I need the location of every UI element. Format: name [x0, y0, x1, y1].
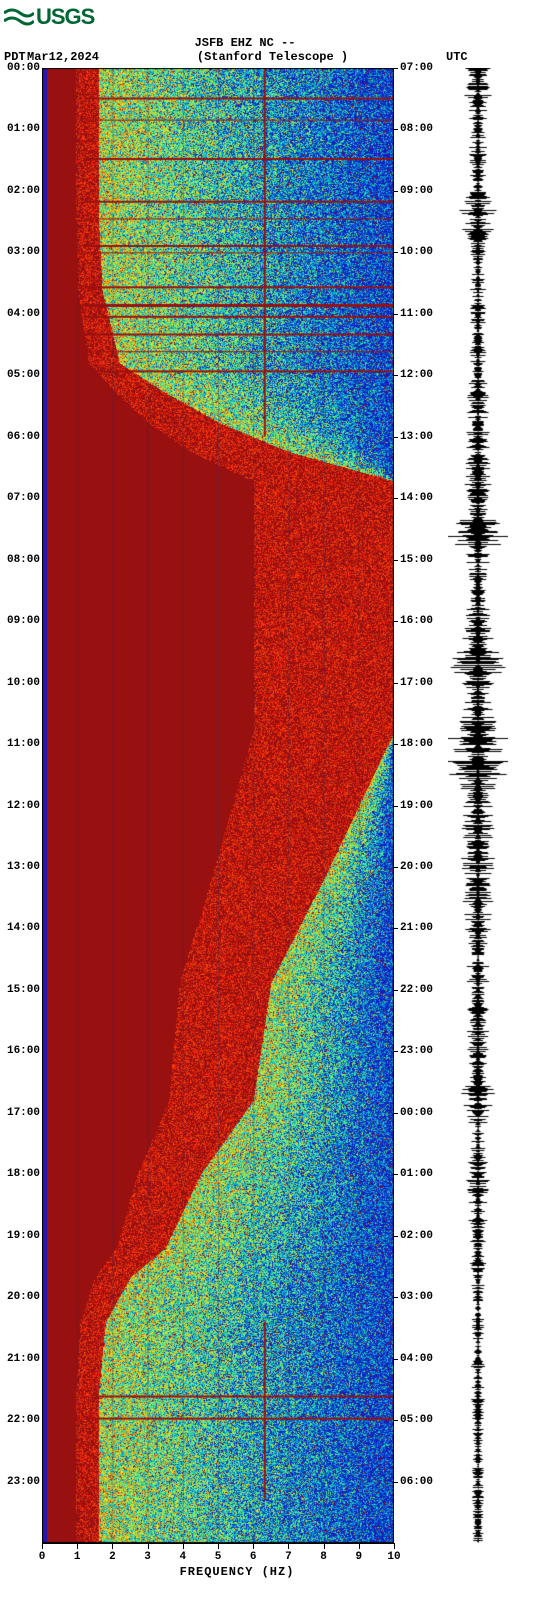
- x-axis-label: FREQUENCY (HZ): [180, 1565, 295, 1579]
- left-tick: 05:00: [7, 369, 40, 381]
- right-tick: 07:00: [400, 62, 433, 74]
- right-tick: 01:00: [400, 1168, 433, 1180]
- x-tick: 8: [320, 1551, 327, 1563]
- left-tick: 22:00: [7, 1414, 40, 1426]
- right-tick: 04:00: [400, 1353, 433, 1365]
- right-tick: 21:00: [400, 922, 433, 934]
- x-tick: 0: [39, 1551, 46, 1563]
- left-tick: 08:00: [7, 554, 40, 566]
- waveform-trace: [448, 68, 508, 1543]
- x-tick: 10: [387, 1551, 400, 1563]
- left-tick: 09:00: [7, 615, 40, 627]
- right-tick: 12:00: [400, 369, 433, 381]
- left-tick: 20:00: [7, 1291, 40, 1303]
- left-tick: 16:00: [7, 1045, 40, 1057]
- site-label: (Stanford Telescope ): [99, 50, 446, 64]
- right-tick: 19:00: [400, 800, 433, 812]
- x-tick: 2: [109, 1551, 116, 1563]
- right-tick: 14:00: [400, 492, 433, 504]
- left-tick: 11:00: [7, 738, 40, 750]
- x-tick: 1: [74, 1551, 81, 1563]
- right-tick: 10:00: [400, 246, 433, 258]
- right-tick: 08:00: [400, 123, 433, 135]
- left-tick: 14:00: [7, 922, 40, 934]
- left-tick: 12:00: [7, 800, 40, 812]
- right-tick: 23:00: [400, 1045, 433, 1057]
- left-tick: 03:00: [7, 246, 40, 258]
- usgs-logo-text: USGS: [36, 4, 94, 30]
- spectrogram: [42, 68, 394, 1543]
- right-tick: 22:00: [400, 984, 433, 996]
- right-tick: 13:00: [400, 431, 433, 443]
- left-tick: 21:00: [7, 1353, 40, 1365]
- x-tick: 7: [285, 1551, 292, 1563]
- frequency-axis: FREQUENCY (HZ) 0 1 2 3 4 5 6 7 8 9 10: [42, 1543, 432, 1583]
- right-tick: 16:00: [400, 615, 433, 627]
- left-tick: 00:00: [7, 62, 40, 74]
- left-tick: 02:00: [7, 185, 40, 197]
- plot-header: JSFB EHZ NC -- PDT Mar12,2024 (Stanford …: [4, 36, 552, 64]
- left-tick: 13:00: [7, 861, 40, 873]
- x-tick: 3: [144, 1551, 151, 1563]
- right-tick: 00:00: [400, 1107, 433, 1119]
- x-tick: 5: [215, 1551, 222, 1563]
- left-tick: 18:00: [7, 1168, 40, 1180]
- usgs-swoosh-icon: [4, 7, 34, 27]
- right-tick: 11:00: [400, 308, 433, 320]
- left-tick: 15:00: [7, 984, 40, 996]
- left-tick: 23:00: [7, 1476, 40, 1488]
- x-tick: 4: [179, 1551, 186, 1563]
- right-tick: 05:00: [400, 1414, 433, 1426]
- left-time-axis: 00:0001:0002:0003:0004:0005:0006:0007:00…: [4, 68, 42, 1543]
- x-tick: 6: [250, 1551, 257, 1563]
- spectrogram-container: [42, 68, 394, 1543]
- left-tick: 19:00: [7, 1230, 40, 1242]
- right-tick: 17:00: [400, 677, 433, 689]
- right-tz-label: UTC: [446, 50, 552, 64]
- right-tick: 20:00: [400, 861, 433, 873]
- station-line: JSFB EHZ NC --: [44, 36, 446, 50]
- right-tick: 06:00: [400, 1476, 433, 1488]
- left-tick: 06:00: [7, 431, 40, 443]
- right-time-axis: 07:0008:0009:0010:0011:0012:0013:0014:00…: [394, 68, 438, 1543]
- usgs-logo: USGS: [4, 4, 552, 30]
- left-tick: 17:00: [7, 1107, 40, 1119]
- right-tick: 15:00: [400, 554, 433, 566]
- right-tick: 09:00: [400, 185, 433, 197]
- right-tick: 02:00: [400, 1230, 433, 1242]
- right-tick: 18:00: [400, 738, 433, 750]
- left-tick: 04:00: [7, 308, 40, 320]
- left-tick: 01:00: [7, 123, 40, 135]
- left-tick: 10:00: [7, 677, 40, 689]
- right-tick: 03:00: [400, 1291, 433, 1303]
- plot-area: 00:00 01:00 02:00 03:00 04:00 05:00 06:00 07:00…: [4, 68, 552, 1543]
- x-tick: 9: [355, 1551, 362, 1563]
- left-tick: 07:00: [7, 492, 40, 504]
